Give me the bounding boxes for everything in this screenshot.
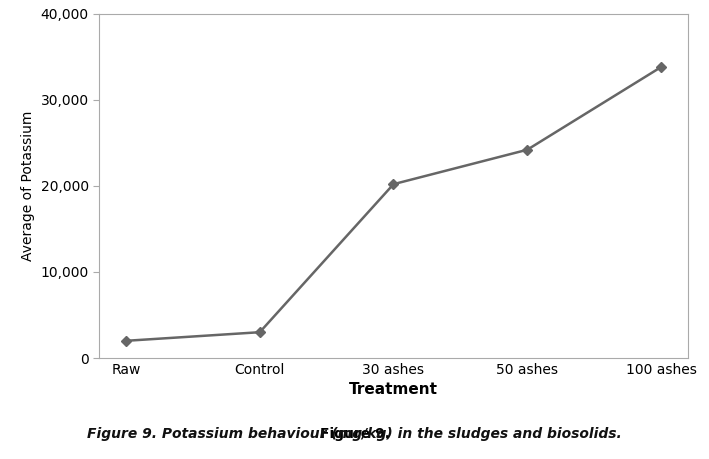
Text: Figure 9. Potassium behaviour (mg/kg) in the sludges and biosolids.: Figure 9. Potassium behaviour (mg/kg) in… [87, 426, 622, 441]
Text: Figure 9.: Figure 9. [320, 426, 389, 441]
Text: Figure 9. Potassium behaviour (mg/kg) in the sludges and biosolids.: Figure 9. Potassium behaviour (mg/kg) in… [87, 426, 622, 441]
Y-axis label: Average of Potassium: Average of Potassium [21, 111, 35, 261]
X-axis label: Treatment: Treatment [349, 382, 438, 397]
